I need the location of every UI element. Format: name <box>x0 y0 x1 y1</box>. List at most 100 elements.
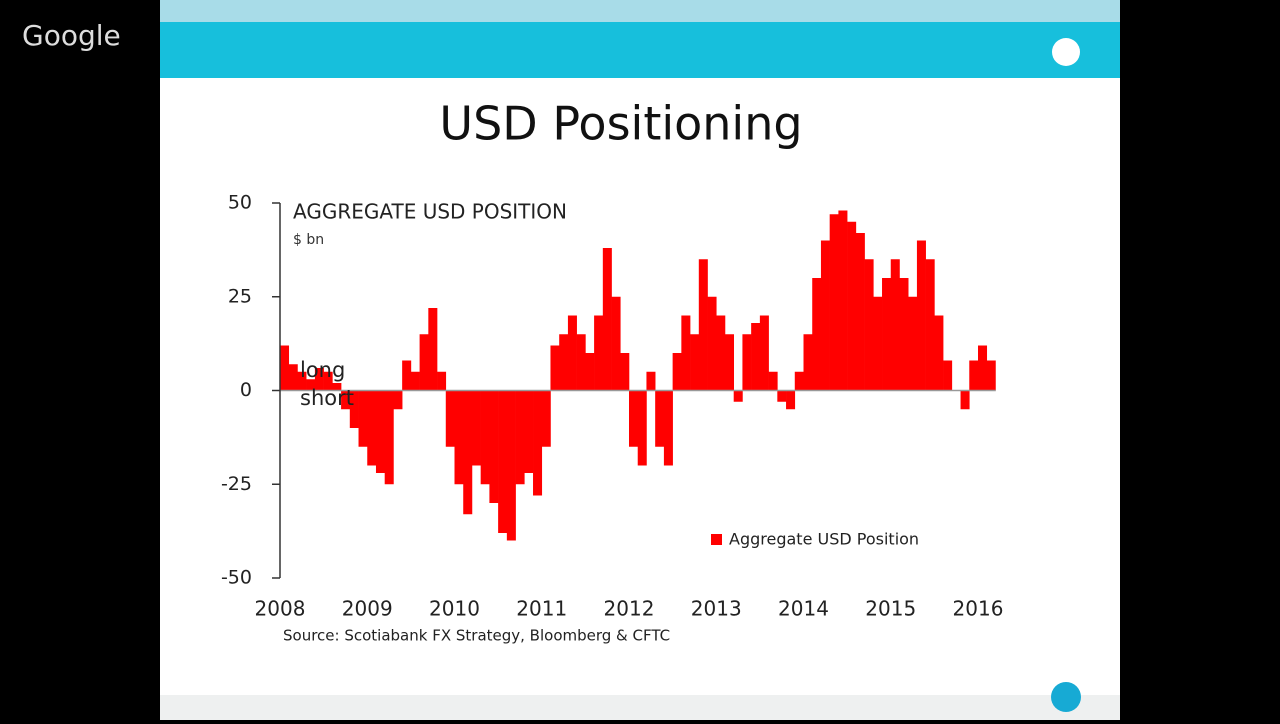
bar <box>777 390 787 402</box>
bar <box>611 296 621 391</box>
bar <box>314 368 324 391</box>
bar <box>576 334 586 391</box>
bar <box>812 278 822 391</box>
bar <box>829 214 839 391</box>
bar <box>663 390 673 466</box>
bar <box>934 315 944 391</box>
x-tick-label: 2011 <box>516 597 567 621</box>
bar <box>786 390 796 410</box>
bar <box>306 379 316 391</box>
bar <box>882 278 892 391</box>
x-tick-label: 2009 <box>342 597 393 621</box>
bar <box>629 390 639 447</box>
bar <box>943 360 953 391</box>
bar <box>506 390 516 541</box>
bar <box>515 390 525 485</box>
x-tick-label: 2016 <box>953 597 1004 621</box>
x-tick-label: 2013 <box>691 597 742 621</box>
bar <box>925 259 935 391</box>
slide-header-bar <box>160 22 1120 78</box>
x-tick-label: 2015 <box>865 597 916 621</box>
x-tick-label: 2010 <box>429 597 480 621</box>
brand-logo: Google <box>22 19 121 52</box>
y-tick-label: -25 <box>221 473 252 495</box>
bar <box>602 248 612 391</box>
bar <box>480 390 490 485</box>
bar <box>541 390 551 447</box>
slide <box>160 0 1120 720</box>
bar <box>498 390 508 533</box>
bar <box>419 334 429 391</box>
bar <box>367 390 377 466</box>
bar <box>794 371 804 391</box>
bar <box>698 259 708 391</box>
bar <box>297 371 307 391</box>
bar <box>855 233 865 391</box>
bar <box>341 390 351 410</box>
bar <box>759 315 769 391</box>
bar <box>594 315 604 391</box>
bar <box>393 390 403 410</box>
bar <box>410 371 420 391</box>
bar <box>890 259 900 391</box>
bar <box>742 334 752 391</box>
bar <box>280 345 290 391</box>
bar <box>384 390 394 485</box>
bar <box>847 221 857 391</box>
annotation: long <box>300 358 345 382</box>
y-tick-label: 0 <box>240 379 252 401</box>
bar <box>873 296 883 391</box>
x-tick-label: 2012 <box>604 597 655 621</box>
bar <box>707 296 717 391</box>
bar <box>838 210 848 391</box>
bar <box>358 390 368 447</box>
bar <box>454 390 464 485</box>
bar <box>471 390 481 466</box>
bar <box>864 259 874 391</box>
bar <box>916 240 926 391</box>
bar <box>567 315 577 391</box>
source-note: Source: Scotiabank FX Strategy, Bloomber… <box>283 627 670 645</box>
bar <box>550 345 560 391</box>
bar <box>986 360 996 391</box>
y-tick-label: -50 <box>221 567 252 589</box>
bar <box>724 334 734 391</box>
action-button[interactable] <box>1051 682 1081 712</box>
bar <box>489 390 499 503</box>
bar <box>733 390 743 402</box>
bar <box>533 390 543 496</box>
chart-title: AGGREGATE USD POSITION <box>293 200 567 224</box>
x-tick-label: 2014 <box>778 597 829 621</box>
bar <box>655 390 665 447</box>
annotation: short <box>300 386 354 410</box>
bar <box>585 353 595 391</box>
close-button[interactable] <box>1052 38 1080 66</box>
bar <box>646 371 656 391</box>
bar <box>690 334 700 391</box>
bar <box>332 383 342 391</box>
bar <box>288 364 298 391</box>
bar <box>637 390 647 466</box>
y-tick-label: 25 <box>228 285 252 307</box>
bar <box>323 371 333 391</box>
legend-swatch <box>711 534 722 545</box>
bar <box>908 296 918 391</box>
bar <box>716 315 726 391</box>
bar <box>803 334 813 391</box>
bar <box>620 353 630 391</box>
bar <box>899 278 909 391</box>
bar <box>820 240 830 391</box>
bar <box>437 371 447 391</box>
bar <box>960 390 970 410</box>
bar <box>559 334 569 391</box>
bar <box>978 345 988 391</box>
bar <box>751 323 761 391</box>
x-tick-label: 2008 <box>255 597 306 621</box>
bar <box>402 360 412 391</box>
bottom-strip <box>160 695 1120 720</box>
slide-title: USD Positioning <box>439 97 802 151</box>
bar <box>969 360 979 391</box>
bar <box>524 390 534 473</box>
chart-subtitle: $ bn <box>293 232 324 248</box>
